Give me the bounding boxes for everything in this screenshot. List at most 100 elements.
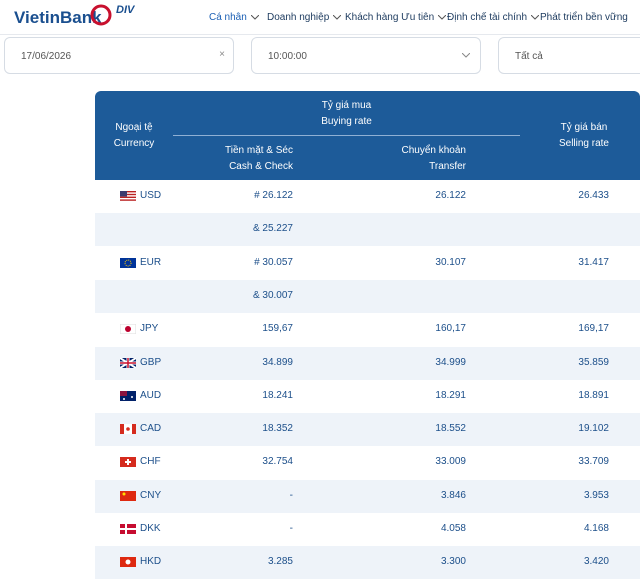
currency-code: EUR [140,256,162,268]
header-transfer: Chuyển khoản Transfer [402,143,467,175]
selling-rate: 26.433 [578,190,609,201]
clear-icon[interactable]: × [219,49,225,60]
currency-code: CHF [140,456,161,468]
type: Tất cả [515,51,543,62]
transfer-rate: 26.122 [435,190,466,201]
transfer-rate: 3.300 [440,556,466,568]
transfer-rate: 18.552 [435,423,466,435]
th: Transfer [429,161,466,172]
th: Buying rate [321,116,372,127]
th: Tỷ giá mua [321,100,372,111]
divider [0,34,640,35]
table-header: Ngoại tệ Currency Tỷ giá mua Buying rate T… [95,91,640,180]
transfer-rate: 30.107 [435,256,466,268]
currency-code: HKD [140,556,162,568]
flag [120,324,136,335]
cash-rate: 34.899 [262,356,293,368]
flag [120,191,136,201]
nav-item[interactable]: Khách hàng Ưu tiên [345,12,447,23]
chevron [530,14,540,20]
cash-rate: 18.241 [262,389,293,401]
transfer-rate: 33.009 [435,456,466,468]
cash-rate: - [289,523,293,534]
nav-item[interactable]: Cá nhân [209,12,260,23]
cash-rate: # 26.122 [254,190,293,201]
th: Tiền mặt & Séc [225,145,293,156]
table-row: CHF 32.754 33.009 33.709 [95,446,640,480]
currency-code: DKK [140,523,161,534]
table-row: CNY - 3.846 3.953 [95,479,640,513]
badge: DIV [116,4,135,16]
time-select[interactable]: 10:00:00 [251,37,481,74]
table-row: AUD 18.241 18.291 18.891 [95,379,640,413]
selling-rate: 18.891 [578,389,609,401]
chevron [332,14,342,20]
cash-rate: 32.754 [262,456,293,468]
cash-rate: 3.285 [267,556,293,568]
cash-rate: 159,67 [262,323,293,335]
table-row: JPY 159,67 160,17 169,17 [95,313,640,347]
logo-mark [90,4,112,26]
transfer-rate: 3.846 [440,489,466,501]
flag [120,424,136,435]
flag [120,257,136,268]
currency-code: CAD [140,423,162,435]
table-row: HKD 3.285 3.300 3.420 [95,546,640,579]
currency-code: CNY [140,489,162,501]
selling-rate: 33.709 [578,456,609,468]
nav-item[interactable]: Doanh nghiệp [267,12,342,23]
flag [120,524,136,534]
th: Ngoại tệ [115,122,153,133]
chevron [462,53,470,58]
selling-rate: 169,17 [578,323,609,335]
table-row: DKK - 4.058 4.168 [95,513,640,546]
transfer-rate: 160,17 [435,323,466,335]
transfer-rate: 34.999 [435,356,466,368]
header-cash: Tiền mặt & Séc Cash & Check [225,143,293,175]
header-buying: Tỷ giá mua Buying rate [173,98,520,130]
selling-rate: 3.953 [583,489,609,501]
th: Selling rate [558,138,609,149]
selling-rate: 35.859 [578,356,609,368]
transfer-rate: 4.058 [440,523,466,534]
type-select[interactable]: Tất cả [498,37,640,74]
cash-rate: & 30.007 [252,289,293,301]
currency-code: USD [140,190,162,201]
selling-rate: 4.168 [583,523,609,534]
th: Chuyển khoản [401,145,467,156]
currency-code: JPY [140,323,159,335]
chevron [437,14,447,20]
cash-rate: - [289,489,293,501]
table-row: CAD 18.352 18.552 19.102 [95,413,640,447]
flag [120,457,136,468]
date-input[interactable]: 17/06/2026 × [4,37,234,74]
selling-rate: 19.102 [578,423,609,435]
nav-item[interactable]: Định chế tài chính [447,12,540,23]
table-row: USD # 26.122 26.122 26.433 [95,180,640,213]
selling-rate: 31.417 [578,256,609,268]
th: Currency [113,138,155,149]
table-row: & 25.227 [95,213,640,247]
cash-rate: 18.352 [262,423,293,435]
cash-rate: # 30.057 [254,256,293,268]
header-selling: Tỷ giá bán Selling rate [559,120,609,152]
nav-item[interactable]: Phát triển bền vững [540,12,628,23]
logo[interactable]: VietinBank [14,8,102,27]
table-row: GBP 34.899 34.999 35.859 [95,346,640,380]
header-rule [173,135,520,136]
currency-code: AUD [140,389,162,401]
table-row: & 30.007 [95,279,640,313]
table-row: EUR # 30.057 30.107 31.417 [95,246,640,280]
cash-rate: & 25.227 [252,223,293,235]
date: 17/06/2026 [21,51,72,62]
th: Cash & Check [229,161,293,172]
time: 10:00:00 [268,51,307,62]
chevron [250,14,260,20]
transfer-rate: 18.291 [435,389,466,401]
th: Tỷ giá bán [560,122,608,133]
flag [120,357,136,368]
header-currency: Ngoại tệ Currency [95,120,173,152]
flag [120,490,136,501]
currency-code: GBP [140,356,162,368]
